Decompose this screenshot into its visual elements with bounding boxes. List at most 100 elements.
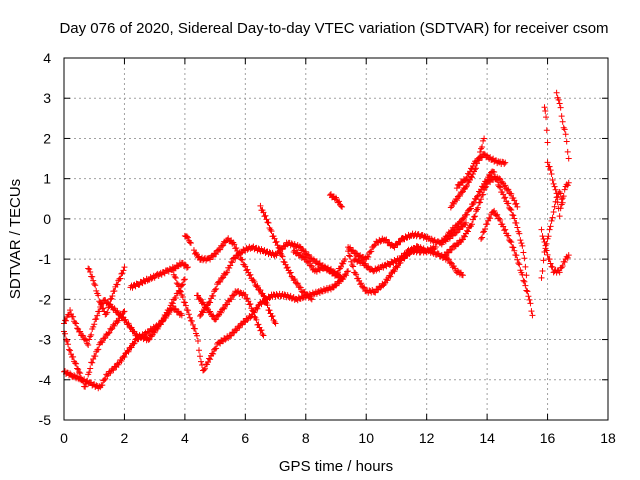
data-point [462, 183, 469, 190]
data-point [74, 365, 81, 372]
data-point [86, 266, 93, 273]
data-point [67, 347, 74, 354]
data-point [551, 203, 558, 210]
data-point [94, 312, 101, 319]
y-tick-label: 4 [43, 50, 51, 66]
data-point [241, 319, 248, 326]
data-point [106, 301, 113, 308]
data-point [518, 240, 525, 247]
y-tick-label: 2 [43, 130, 51, 146]
data-point [109, 292, 116, 299]
data-point [120, 308, 127, 315]
data-point [213, 345, 220, 352]
data-point [541, 104, 548, 111]
x-tick-label: 6 [241, 430, 249, 446]
plot-frame [63, 57, 609, 421]
data-point [89, 273, 96, 280]
data-point [476, 154, 483, 161]
data-point [545, 233, 552, 240]
data-point [92, 353, 99, 360]
data-point [557, 190, 564, 197]
y-tick-label: 0 [43, 211, 51, 227]
data-point [475, 155, 482, 162]
data-point [361, 284, 368, 291]
data-point [223, 269, 230, 276]
data-track [447, 135, 488, 211]
data-point [98, 338, 105, 345]
data-point [557, 205, 564, 212]
data-track [61, 276, 188, 392]
data-point [377, 284, 384, 291]
data-track [290, 247, 346, 283]
data-point [377, 238, 384, 245]
data-point [221, 305, 228, 312]
data-point [199, 361, 206, 368]
data-point [475, 204, 482, 211]
data-point [457, 219, 464, 226]
data-point [148, 275, 155, 282]
data-point [565, 179, 572, 186]
data-point [557, 104, 564, 111]
data-point [549, 264, 556, 271]
data-point [228, 296, 235, 303]
data-point [463, 227, 470, 234]
data-point [107, 370, 114, 377]
data-point [529, 312, 536, 319]
data-point [125, 320, 132, 327]
data-point [551, 183, 558, 190]
data-track [441, 174, 521, 259]
data-point [175, 283, 182, 290]
data-point [70, 353, 77, 360]
data-point [481, 135, 488, 142]
data-point [564, 182, 571, 189]
data-point [92, 282, 99, 289]
data-point [247, 314, 254, 321]
data-point [543, 127, 550, 134]
data-point [397, 238, 404, 245]
data-point [508, 239, 515, 246]
data-point [95, 292, 102, 299]
data-point [77, 328, 84, 335]
data-point [538, 226, 545, 233]
data-point [76, 369, 83, 376]
data-point [462, 219, 469, 226]
data-point [118, 313, 125, 320]
data-point [67, 370, 74, 377]
data-point [230, 329, 237, 336]
data-point [91, 321, 98, 328]
data-point [70, 313, 77, 320]
data-point [98, 301, 105, 308]
data-point [368, 248, 375, 255]
data-point [338, 203, 345, 210]
data-point [96, 308, 103, 315]
data-point [501, 227, 508, 234]
data-point [460, 215, 467, 222]
data-point [471, 199, 478, 206]
data-point [527, 300, 534, 307]
grid [63, 57, 609, 421]
data-point [204, 302, 211, 309]
data-point [478, 196, 485, 203]
data-track [538, 188, 566, 281]
data-point [559, 262, 566, 269]
data-point [266, 295, 273, 302]
data-point [453, 185, 460, 192]
data-point [565, 252, 572, 259]
data-point [546, 163, 553, 170]
data-point [525, 293, 532, 300]
data-point [74, 325, 81, 332]
data-point [207, 256, 214, 263]
data-point [554, 193, 561, 200]
data-point [502, 182, 509, 189]
data-point [273, 238, 280, 245]
data-point [262, 212, 269, 219]
data-point [267, 226, 274, 233]
data-point [227, 262, 234, 269]
data-point [510, 244, 517, 251]
x-tick-label: 8 [302, 430, 310, 446]
y-tick-label: -5 [39, 412, 52, 428]
data-track [553, 89, 572, 162]
data-point [251, 313, 258, 320]
data-point [538, 274, 545, 281]
data-point [388, 270, 395, 277]
